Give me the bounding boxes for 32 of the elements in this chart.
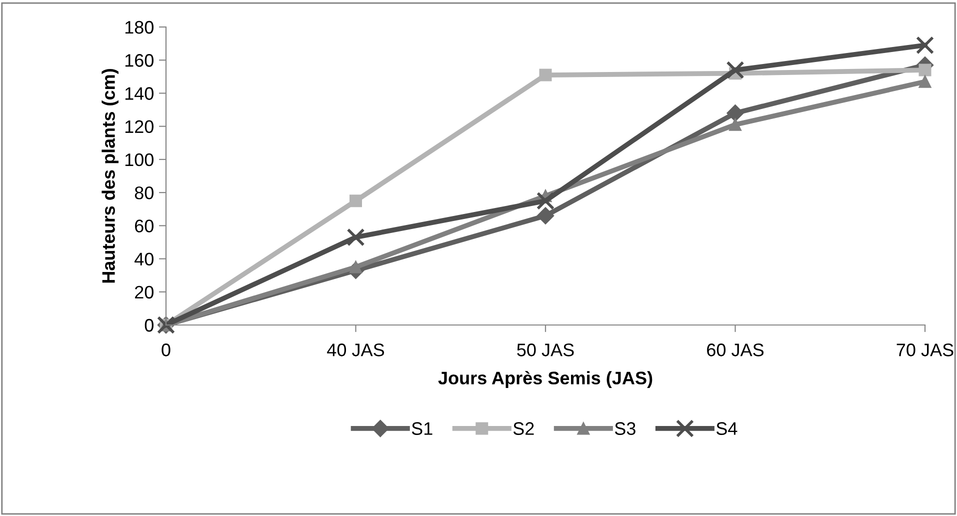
- point: [536, 192, 555, 210]
- point: [916, 36, 934, 54]
- point: [536, 207, 554, 224]
- y-tick-label: 120: [125, 120, 154, 134]
- y-tick-label: 160: [125, 54, 154, 67]
- x-tick-label: 50 JAS: [517, 344, 574, 356]
- point: [729, 118, 742, 131]
- y-tick-label: 180: [125, 20, 154, 34]
- x-axis-title: Jours Après Semis (JAS): [438, 371, 652, 388]
- point: [918, 64, 932, 76]
- point: [346, 228, 365, 246]
- y-tick-label: 80: [134, 186, 154, 200]
- y-tick-label: 100: [125, 153, 154, 166]
- point: [726, 104, 744, 122]
- point: [350, 194, 362, 208]
- y-tick-label: 140: [125, 87, 154, 100]
- y-tick-label: 60: [135, 220, 154, 232]
- y-tick-label: 20: [135, 286, 154, 299]
- x-tick-label: 40 JAS: [327, 344, 384, 356]
- point: [918, 75, 932, 88]
- legend-label: S4: [716, 422, 738, 435]
- y-axis-title: Hauteurs des plants (cm): [102, 69, 119, 283]
- x-tick-label: 0: [162, 344, 170, 356]
- legend-label: S2: [513, 422, 534, 435]
- x-tick-label: 60 JAS: [707, 344, 764, 356]
- y-tick-label: 40: [134, 252, 154, 266]
- y-tick-label: 0: [144, 318, 154, 332]
- point: [539, 68, 552, 82]
- x-tick-label: 70 JAS: [896, 344, 954, 356]
- point: [726, 61, 744, 80]
- legend-label: S3: [614, 422, 636, 435]
- legend-label: S1: [412, 422, 432, 435]
